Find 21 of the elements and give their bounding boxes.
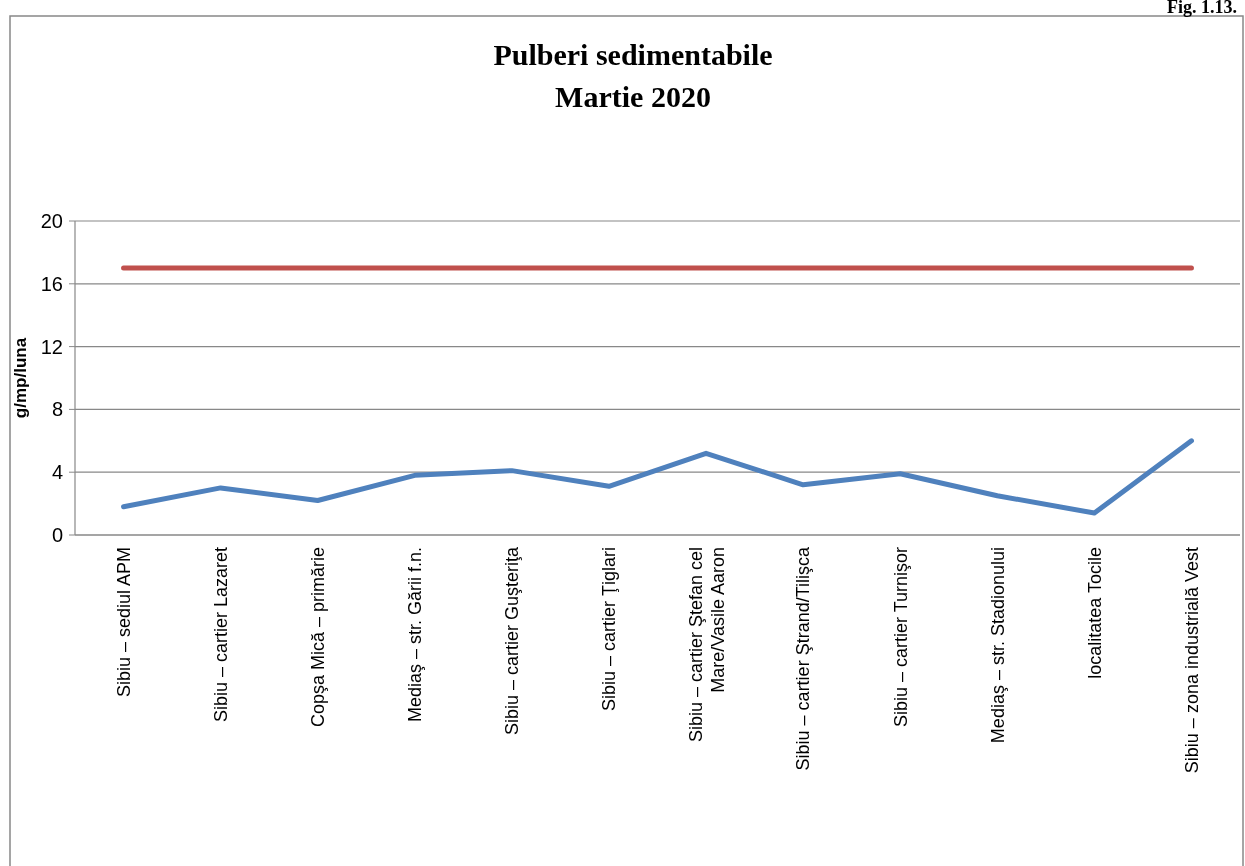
x-tick-label: Sibiu – cartier Lazaret xyxy=(210,547,231,723)
x-tick-label: Sibiu – cartier Ştrand/Tilişca xyxy=(793,546,814,771)
caption: Fig. 1.13. xyxy=(1167,0,1237,17)
y-tick-label: 4 xyxy=(51,461,63,484)
x-tick-label: Sibiu – cartier Guşteriţa xyxy=(502,546,523,736)
chart-title: Pulberi sedimentabile Martie 2020 xyxy=(493,38,773,113)
y-tick-label: 20 xyxy=(40,210,63,232)
y-tick-label: 8 xyxy=(51,398,63,421)
x-tick-label: Mediaş – str. Gării f.n. xyxy=(405,547,426,723)
y-axis-title: g/mp/luna xyxy=(11,337,30,419)
x-tick-label: Sibiu – zona industrială Vest xyxy=(1181,547,1202,774)
x-tick-label: localitatea Tocile xyxy=(1084,547,1105,679)
y-tick-label: 0 xyxy=(51,524,63,546)
y-tick-label: 12 xyxy=(40,335,63,358)
x-tick-label: Sibiu – sediul APM xyxy=(113,547,134,698)
x-tick-label: Mediaş – str. Stadionului xyxy=(987,547,1008,744)
x-tick-label: Sibiu – cartier Ştefan cel Mare/Vasile Aaron xyxy=(686,547,729,743)
x-tick-label: Sibiu – cartier Turnişor xyxy=(890,547,911,728)
y-tick-label: 16 xyxy=(40,272,63,295)
x-tick-label: Copşa Mică – primărie xyxy=(308,547,329,728)
x-tick-label: Sibiu – cartier Ţiglari xyxy=(599,547,620,712)
